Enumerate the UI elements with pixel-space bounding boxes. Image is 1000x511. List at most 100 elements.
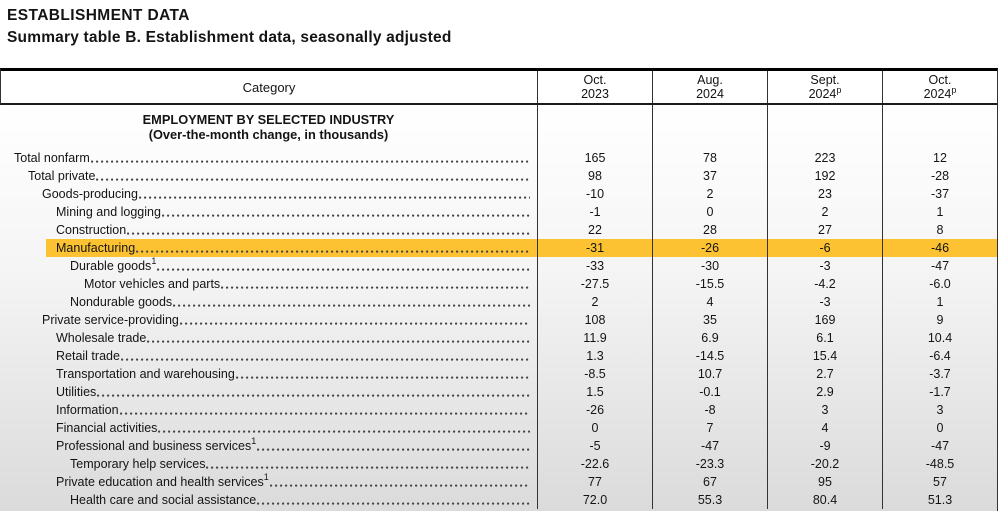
row-label-cell: Private service-providing (0, 311, 537, 329)
row-label-wrap: Information (56, 401, 119, 419)
row-value-aug-2024: -8 (652, 401, 767, 419)
column-header-year: 2024 (923, 87, 952, 101)
row-label-cell: Retail trade (0, 347, 537, 365)
row-label-wrap: Temporary help services (70, 455, 205, 473)
row-label-cell: Private education and health services1 (0, 473, 537, 491)
row-value-oct-2024: 12 (882, 149, 997, 167)
row-label-cell: Total private (0, 167, 537, 185)
row-label-wrap: Wholesale trade (56, 329, 146, 347)
row-label-cell: Temporary help services (0, 455, 537, 473)
leader-dots (257, 437, 530, 455)
table-row: Goods-producing -10 2 23 -37 (0, 185, 997, 203)
row-value-aug-2024: 7 (652, 419, 767, 437)
section-empty-cell (882, 105, 997, 149)
section-empty-cell (537, 105, 652, 149)
row-label-wrap: Total nonfarm (14, 149, 90, 167)
column-header-month: Aug. (697, 72, 723, 87)
row-value-sept-2024: 80.4 (767, 491, 882, 509)
row-value-oct-2024: 57 (882, 473, 997, 491)
preliminary-footnote-marker: p (836, 84, 842, 95)
row-label-cell: Goods-producing (0, 185, 537, 203)
row-value-oct-2023: 0 (537, 419, 652, 437)
row-value-oct-2024: -6.0 (882, 275, 997, 293)
row-label: Durable goods (70, 259, 152, 273)
row-label: Transportation and warehousing (56, 367, 235, 381)
leader-dots (269, 473, 530, 491)
row-value-aug-2024: 6.9 (652, 329, 767, 347)
table-row: Motor vehicles and parts -27.5 -15.5 -4.… (0, 275, 997, 293)
row-label-cell: Transportation and warehousing (0, 365, 537, 383)
row-value-sept-2024: 23 (767, 185, 882, 203)
column-header-year: 2024 (696, 87, 724, 101)
table-row: Health care and social assistance 72.0 5… (0, 491, 997, 509)
column-header-year-wrap: 2024p (923, 84, 957, 102)
row-value-sept-2024: 2 (767, 203, 882, 221)
row-value-sept-2024: -3 (767, 257, 882, 275)
row-value-oct-2024: -28 (882, 167, 997, 185)
preliminary-footnote-marker: p (951, 84, 957, 95)
row-label: Health care and social assistance (70, 493, 257, 507)
row-label-cell: Construction (0, 221, 537, 239)
row-value-sept-2024: 2.7 (767, 365, 882, 383)
row-value-sept-2024: -4.2 (767, 275, 882, 293)
row-label-cell: Wholesale trade (0, 329, 537, 347)
table-row: Total nonfarm 165 78 223 12 (0, 149, 997, 167)
row-value-oct-2023: -1 (537, 203, 652, 221)
row-value-oct-2024: -37 (882, 185, 997, 203)
row-value-aug-2024: 35 (652, 311, 767, 329)
column-header-aug-2024: Aug. 2024 (652, 71, 767, 103)
column-header-year: 2024 (808, 87, 837, 101)
row-label-wrap: Private education and health services1 (56, 473, 269, 491)
table-row: Information -26 -8 3 3 (0, 401, 997, 419)
row-label-wrap: Transportation and warehousing (56, 365, 235, 383)
row-label: Professional and business services (56, 439, 252, 453)
row-label: Utilities (56, 385, 97, 399)
row-value-oct-2024: 51.3 (882, 491, 997, 509)
leader-dots (179, 311, 530, 329)
row-value-aug-2024: -14.5 (652, 347, 767, 365)
row-value-sept-2024: 15.4 (767, 347, 882, 365)
section-heading-line1: EMPLOYMENT BY SELECTED INDUSTRY (142, 112, 395, 127)
row-value-aug-2024: -15.5 (652, 275, 767, 293)
row-value-aug-2024: 28 (652, 221, 767, 239)
section-heading-line2: (Over-the-month change, in thousands) (148, 126, 389, 142)
row-label: Goods-producing (42, 187, 138, 201)
column-header-oct-2024: Oct. 2024p (882, 71, 997, 103)
row-value-oct-2024: -46 (882, 239, 997, 257)
leader-dots (127, 221, 530, 239)
row-value-sept-2024: 169 (767, 311, 882, 329)
category-column-header: Category (242, 79, 296, 95)
column-header-month: Sept. (810, 72, 840, 87)
row-value-oct-2024: 3 (882, 401, 997, 419)
footnote-marker: 1 (263, 473, 269, 482)
leader-dots (96, 167, 530, 185)
row-label: Nondurable goods (70, 295, 173, 309)
row-value-oct-2023: -8.5 (537, 365, 652, 383)
table-row: Manufacturing -31 -26 -6 -46 (0, 239, 997, 257)
table-subtitle: Summary table B. Establishment data, sea… (7, 29, 452, 46)
row-label-cell: Financial activities (0, 419, 537, 437)
row-value-sept-2024: 2.9 (767, 383, 882, 401)
row-value-aug-2024: 4 (652, 293, 767, 311)
leader-dots (157, 257, 530, 275)
table-row: Private education and health services1 7… (0, 473, 997, 491)
row-value-aug-2024: 0 (652, 203, 767, 221)
row-value-oct-2024: -3.7 (882, 365, 997, 383)
row-label-wrap: Retail trade (56, 347, 120, 365)
row-label: Motor vehicles and parts (84, 277, 221, 291)
row-value-sept-2024: 6.1 (767, 329, 882, 347)
row-label-wrap: Financial activities (56, 419, 157, 437)
row-value-oct-2023: 1.5 (537, 383, 652, 401)
row-value-oct-2023: 72.0 (537, 491, 652, 509)
row-value-aug-2024: -0.1 (652, 383, 767, 401)
row-value-sept-2024: 223 (767, 149, 882, 167)
table-row: Utilities 1.5 -0.1 2.9 -1.7 (0, 383, 997, 401)
row-value-oct-2023: 108 (537, 311, 652, 329)
table-row: Total private 98 37 192 -28 (0, 167, 997, 185)
document-titles: ESTABLISHMENT DATA Summary table B. Esta… (7, 6, 451, 48)
row-label-cell: Information (0, 401, 537, 419)
leader-dots (120, 347, 530, 365)
leader-dots (138, 185, 530, 203)
row-label: Private education and health services (56, 475, 264, 489)
